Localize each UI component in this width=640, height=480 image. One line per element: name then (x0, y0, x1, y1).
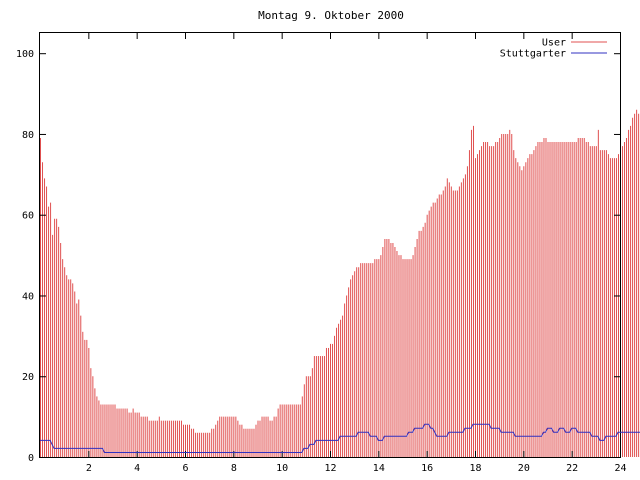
x-tick-label: 12 (324, 463, 336, 474)
x-tick-label: 18 (469, 463, 481, 474)
stuttgarter-line (40, 423, 640, 453)
y-tick-label: 40 (22, 291, 34, 302)
x-tick-label: 16 (421, 463, 433, 474)
y-tick-label: 100 (16, 49, 34, 60)
x-tick-label: 2 (86, 463, 92, 474)
legend: User Stuttgarter (500, 38, 607, 60)
legend-label-stuttgarter: Stuttgarter (500, 49, 566, 60)
y-tick-label: 60 (22, 211, 34, 222)
y-tick-label: 20 (22, 372, 34, 383)
x-tick-label: 24 (614, 463, 626, 474)
x-tick-label: 14 (373, 463, 385, 474)
chart-title: Montag 9. Oktober 2000 (258, 9, 404, 22)
x-tick-label: 6 (182, 463, 188, 474)
x-tick-label: 10 (276, 463, 288, 474)
y-tick-label: 80 (22, 130, 34, 141)
y-tick-label: 0 (28, 453, 34, 464)
user-bars (40, 109, 640, 457)
x-tick-label: 22 (566, 463, 578, 474)
plot-border (39, 32, 621, 458)
x-tick-label: 20 (518, 463, 530, 474)
legend-label-user: User (542, 38, 566, 49)
x-tick-label: 8 (231, 463, 237, 474)
x-tick-label: 4 (134, 463, 140, 474)
